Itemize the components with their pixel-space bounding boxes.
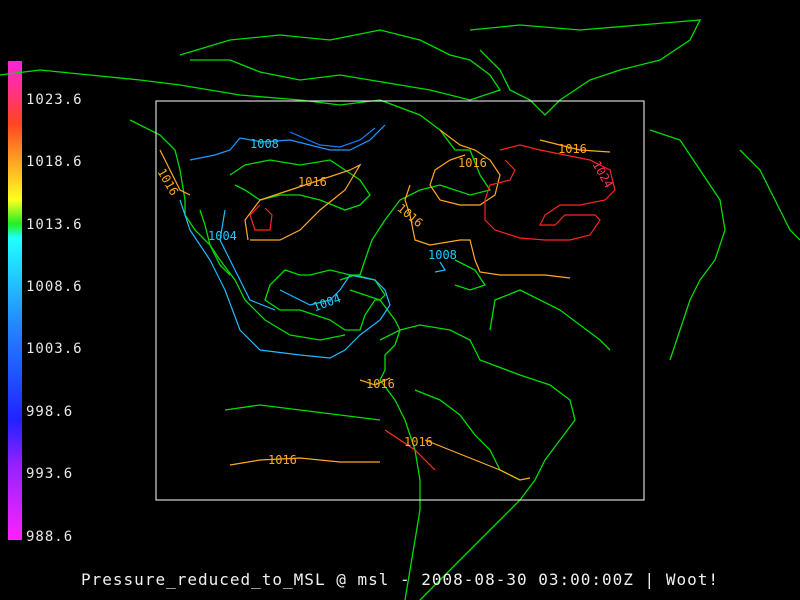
colorbar-label: 1023.6 [26,92,83,108]
contour-label: 1016 [558,142,587,156]
contour-label: 1008 [250,137,279,151]
colorbar-label: 1003.6 [26,341,83,357]
colorbar-label: 1008.6 [26,279,83,295]
colorbar-label: 1018.6 [26,154,83,170]
contour-labels: 1008 1016 1016 1016 1016 1016 1024 1004 … [155,137,616,467]
display-caption: Pressure_reduced_to_MSL @ msl - 2008-08-… [81,570,719,589]
contour-label: 1016 [298,175,327,189]
colorbar-label: 993.6 [26,466,74,482]
contour-label: 1016 [458,156,487,170]
colorbar-label: 988.6 [26,529,74,545]
contour-label: 1016 [404,435,433,449]
colorbar-label: 1013.6 [26,217,83,233]
contour-label: 1004 [311,291,343,314]
contour-label: 1016 [268,453,297,467]
contour-label: 1016 [394,201,425,230]
contour-label: 1024 [589,158,616,190]
coastlines [0,19,800,600]
colorbar [8,61,22,540]
contour-label: 1016 [366,377,395,391]
domain-box [155,100,645,501]
contour-label: 1004 [208,229,237,243]
contour-label: 1008 [428,248,457,262]
contour-label: 1016 [155,166,182,198]
pressure-contours [159,124,616,481]
colorbar-label: 998.6 [26,404,74,420]
